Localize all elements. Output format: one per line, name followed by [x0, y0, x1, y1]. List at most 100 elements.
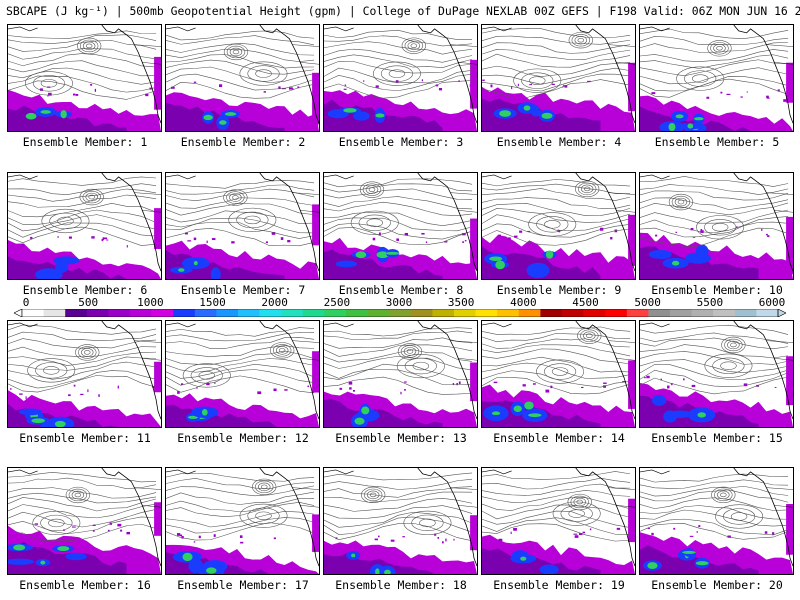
- colorbar-right-arrow: [777, 309, 786, 317]
- coastline: [259, 25, 319, 124]
- ensemble-map: [482, 25, 635, 131]
- colorbar-swatch: [367, 309, 390, 317]
- colorbar-swatch: [238, 309, 260, 317]
- ensemble-map-panel: [639, 467, 794, 575]
- colorbar-swatch: [22, 309, 44, 317]
- colorbar-swatch: [691, 309, 714, 317]
- coastline: [575, 25, 635, 124]
- colorbar-tick: 2500: [323, 296, 351, 309]
- coastline: [259, 173, 319, 272]
- ensemble-map: [166, 321, 319, 427]
- ensemble-member-label: Ensemble Member: 2: [180, 135, 306, 149]
- colorbar-swatch: [130, 309, 152, 317]
- sbcape-colorbar: [14, 309, 786, 317]
- colorbar-swatch: [43, 309, 66, 317]
- ensemble-map: [8, 173, 161, 279]
- colorbar-swatch: [194, 309, 217, 317]
- colorbar-swatch: [216, 309, 239, 317]
- ensemble-member-label: Ensemble Member: 9: [496, 283, 622, 297]
- colorbar-swatch: [756, 309, 779, 317]
- ensemble-map-panel: [639, 172, 794, 280]
- colorbar-swatch: [346, 309, 368, 317]
- colorbar-tick: 3500: [447, 296, 475, 309]
- ensemble-member-label: Ensemble Member: 19: [493, 578, 625, 592]
- colorbar-swatch: [389, 309, 412, 317]
- ensemble-map: [482, 321, 635, 427]
- ensemble-member-label: Ensemble Member: 6: [22, 283, 148, 297]
- ensemble-map-panel: [481, 320, 636, 428]
- colorbar-swatch: [648, 309, 671, 317]
- ensemble-map-panel: [165, 467, 320, 575]
- ensemble-map-panel: [481, 172, 636, 280]
- ensemble-map: [640, 25, 793, 131]
- coastline: [575, 468, 635, 567]
- colorbar-tick: 500: [78, 296, 99, 309]
- colorbar-swatch: [65, 309, 88, 317]
- ensemble-map: [482, 173, 635, 279]
- ensemble-map-panel: [7, 320, 162, 428]
- ensemble-member-label: Ensemble Member: 8: [338, 283, 464, 297]
- coastline: [575, 173, 635, 272]
- ensemble-map: [324, 321, 477, 427]
- coastline: [101, 25, 161, 124]
- ensemble-map-panel: [165, 320, 320, 428]
- colorbar-swatch: [410, 309, 433, 317]
- colorbar-swatch: [626, 309, 649, 317]
- ensemble-map: [166, 468, 319, 574]
- colorbar-tick: 2000: [261, 296, 288, 309]
- ensemble-map-panel: [323, 467, 478, 575]
- ensemble-member-label: Ensemble Member: 3: [338, 135, 464, 149]
- ensemble-map-panel: [7, 467, 162, 575]
- coastline: [417, 25, 477, 124]
- colorbar-swatch: [432, 309, 455, 317]
- ensemble-member-label: Ensemble Member: 10: [651, 283, 783, 297]
- colorbar-swatch: [475, 309, 498, 317]
- ensemble-map-panel: [323, 24, 478, 132]
- colorbar-swatch: [151, 309, 174, 317]
- colorbar-swatch: [605, 309, 628, 317]
- colorbar-swatch: [540, 309, 563, 317]
- colorbar-swatch: [454, 309, 476, 317]
- colorbar-tick: 1000: [137, 296, 164, 309]
- colorbar-tick: 1500: [199, 296, 226, 309]
- colorbar-tick: 0: [22, 296, 30, 309]
- ensemble-map: [8, 321, 161, 427]
- colorbar-tick: 3000: [385, 296, 413, 309]
- coastline: [417, 173, 477, 272]
- ensemble-map: [482, 468, 635, 574]
- colorbar-swatch: [497, 309, 520, 317]
- colorbar-swatch: [583, 309, 606, 317]
- coastline: [733, 25, 793, 124]
- ensemble-map: [324, 173, 477, 279]
- coastline: [733, 173, 793, 272]
- ensemble-map-panel: [323, 172, 478, 280]
- ensemble-map: [166, 25, 319, 131]
- ensemble-map-panel: [639, 320, 794, 428]
- ensemble-map-panel: [165, 172, 320, 280]
- ensemble-member-label: Ensemble Member: 11: [19, 431, 151, 445]
- ensemble-member-label: Ensemble Member: 17: [177, 578, 309, 592]
- coastline: [575, 321, 635, 420]
- coastline: [101, 321, 161, 420]
- colorbar-tick: 4000: [510, 296, 537, 309]
- ensemble-map-panel: [639, 24, 794, 132]
- ensemble-map: [166, 173, 319, 279]
- colorbar-swatch: [734, 309, 757, 317]
- ensemble-member-label: Ensemble Member: 4: [496, 135, 622, 149]
- ensemble-member-label: Ensemble Member: 20: [651, 578, 783, 592]
- colorbar-swatch: [173, 309, 196, 317]
- colorbar-swatch: [562, 309, 584, 317]
- ensemble-map: [640, 321, 793, 427]
- ensemble-member-label: Ensemble Member: 5: [654, 135, 780, 149]
- colorbar-swatch: [670, 309, 692, 317]
- ensemble-map-panel: [165, 24, 320, 132]
- colorbar-swatch: [713, 309, 736, 317]
- coastline: [259, 468, 319, 567]
- ensemble-map-panel: [7, 24, 162, 132]
- ensemble-member-label: Ensemble Member: 7: [180, 283, 306, 297]
- colorbar-swatch: [518, 309, 541, 317]
- ensemble-map: [640, 468, 793, 574]
- ensemble-member-label: Ensemble Member: 15: [651, 431, 783, 445]
- colorbar-tick: 5500: [696, 296, 724, 309]
